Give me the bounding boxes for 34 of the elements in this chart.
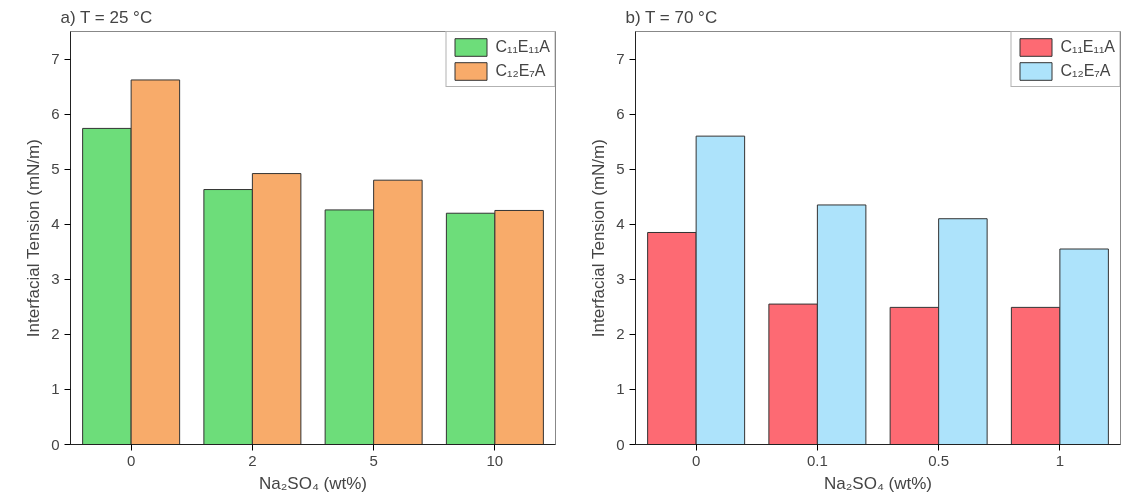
y-tick-label: 0 — [51, 435, 60, 453]
x-tick-label: 5 — [369, 451, 378, 469]
legend-label: C₁₂E₇A — [1060, 62, 1111, 80]
y-tick-label: 2 — [616, 325, 625, 343]
y-tick-label: 6 — [51, 105, 60, 123]
y-tick-label: 0 — [616, 435, 625, 453]
y-tick-label: 2 — [51, 325, 60, 343]
legend-label: C₁₁E₁₁A — [1060, 38, 1115, 56]
x-tick-label: 10 — [486, 451, 504, 469]
y-tick-label: 1 — [51, 380, 60, 398]
y-axis-title: Interfacial Tension (mN/m) — [589, 139, 609, 338]
y-tick-label: 3 — [616, 270, 625, 288]
x-axis-title: Na₂SO₄ (wt%) — [824, 473, 932, 493]
y-tick-label: 7 — [616, 50, 625, 68]
x-tick-label: 2 — [248, 451, 257, 469]
x-tick-label: 0 — [126, 451, 136, 469]
x-axis-title: Na₂SO₄ (wt%) — [259, 473, 367, 493]
y-tick-label: 5 — [51, 160, 60, 178]
y-tick-label: 3 — [51, 270, 60, 288]
x-tick-label: 1 — [1055, 451, 1065, 469]
y-tick-label: 5 — [616, 160, 625, 178]
y-tick-label: 6 — [616, 105, 625, 123]
chart-title: a) T = 25 °C — [60, 7, 153, 27]
y-tick-label: 4 — [616, 215, 625, 233]
y-tick-label: 4 — [51, 215, 60, 233]
x-tick-label: 0.5 — [928, 451, 950, 469]
legend-label: C₁₁E₁₁A — [495, 38, 550, 56]
y-tick-label: 7 — [51, 50, 60, 68]
x-tick-label: 0.1 — [806, 451, 828, 469]
chart-title: b) T = 70 °C — [625, 7, 718, 27]
legend-label: C₁₂E₇A — [495, 62, 546, 80]
y-axis-title: Interfacial Tension (mN/m) — [24, 139, 44, 338]
y-tick-label: 1 — [616, 380, 625, 398]
x-tick-label: 0 — [691, 451, 701, 469]
